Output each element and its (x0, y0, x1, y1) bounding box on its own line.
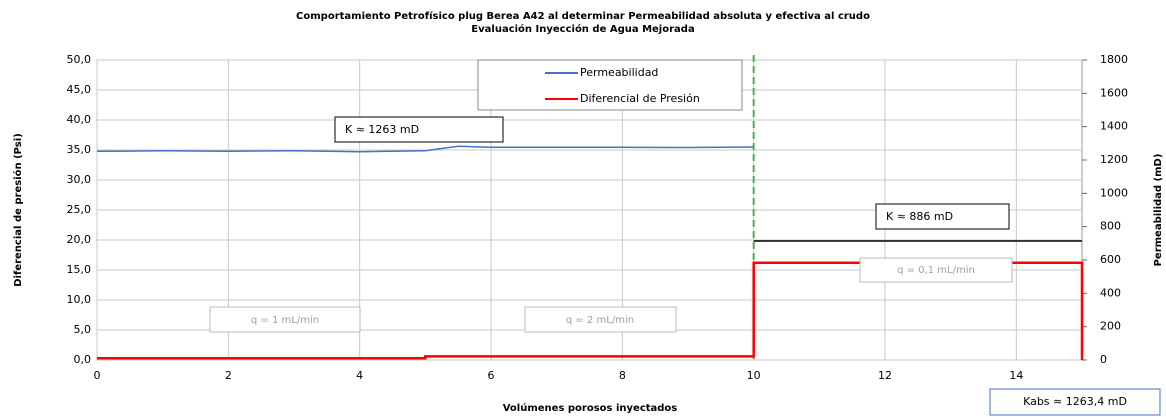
y-tick-label: 35,0 (67, 143, 92, 156)
y2-tick-label: 0 (1100, 353, 1107, 366)
y-tick-label: 30,0 (67, 173, 92, 186)
y2-tick-label: 1200 (1100, 153, 1128, 166)
y-tick-label: 10,0 (67, 293, 92, 306)
x-axis-label: Volúmenes porosos inyectados (503, 402, 678, 414)
y-tick-label: 40,0 (67, 113, 92, 126)
x-tick-label: 8 (619, 369, 626, 382)
x-tick-label: 6 (488, 369, 495, 382)
y2-tick-label: 600 (1100, 253, 1121, 266)
series-line (97, 261, 1084, 360)
legend-label: Permeabilidad (580, 66, 658, 79)
legend-label: Diferencial de Presión (580, 92, 700, 105)
y-tick-label: 0,0 (74, 353, 92, 366)
y2-tick-label: 1400 (1100, 120, 1128, 133)
chart-title: Comportamiento Petrofísico plug Berea A4… (296, 10, 870, 22)
series-line (96, 145, 754, 153)
annotation-box (875, 203, 1010, 230)
x-tick-label: 12 (878, 369, 892, 382)
y2-tick-label: 200 (1100, 320, 1121, 333)
y2-tick-label: 1800 (1100, 53, 1128, 66)
annotation: q = 0,1 mL/min (897, 265, 975, 276)
y-tick-label: 25,0 (67, 203, 92, 216)
y2-axis-label: Permeabilidad (mD) (1153, 154, 1164, 267)
annotation: q = 1 mL/min (251, 315, 319, 326)
annotation: Kabs ≈ 1263,4 mD (1023, 395, 1127, 408)
legend-items: Permeabilidad Diferencial de Presión (545, 66, 700, 105)
annotation: q = 2 mL/min (566, 315, 634, 326)
annotation-box (334, 116, 504, 143)
legend (477, 59, 743, 111)
x-tick-label: 2 (225, 369, 232, 382)
x-tick-label: 4 (356, 369, 363, 382)
y2-tick-label: 1600 (1100, 86, 1128, 99)
y-tick-label: 15,0 (67, 263, 92, 276)
x-tick-label: 14 (1009, 369, 1023, 382)
y2-tick-label: 1000 (1100, 186, 1128, 199)
y-tick-label: 20,0 (67, 233, 92, 246)
annotation-box (989, 388, 1161, 416)
y-tick-label: 50,0 (67, 53, 92, 66)
y-tick-label: 5,0 (74, 323, 92, 336)
y-axis-label: Diferencial de presión (Psi) (12, 133, 24, 287)
annotation-box (524, 306, 677, 333)
annotation: K ≈ 1263 mD (345, 123, 419, 136)
y2-tick-label: 400 (1100, 286, 1121, 299)
x-tick-label: 10 (747, 369, 761, 382)
chart-subtitle: Evaluación Inyección de Agua Mejorada (471, 23, 694, 35)
y-tick-label: 45,0 (67, 83, 92, 96)
x-tick-label: 0 (94, 369, 101, 382)
annotation: K ≈ 886 mD (886, 210, 953, 223)
annotation-box (209, 306, 361, 333)
annotation-box (859, 257, 1013, 283)
y2-tick-label: 800 (1100, 220, 1121, 233)
